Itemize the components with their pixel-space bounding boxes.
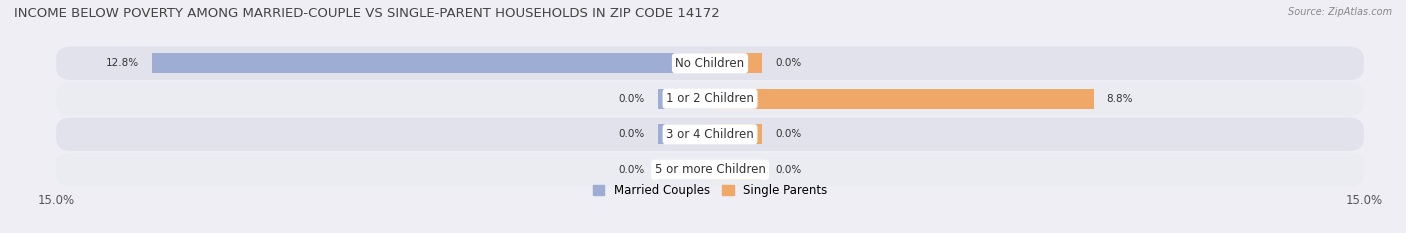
Bar — [710, 54, 762, 73]
Bar — [152, 54, 710, 73]
FancyBboxPatch shape — [56, 47, 1364, 80]
Text: INCOME BELOW POVERTY AMONG MARRIED-COUPLE VS SINGLE-PARENT HOUSEHOLDS IN ZIP COD: INCOME BELOW POVERTY AMONG MARRIED-COUPL… — [14, 7, 720, 20]
Text: 8.8%: 8.8% — [1107, 94, 1133, 104]
Text: 0.0%: 0.0% — [619, 165, 644, 175]
Bar — [710, 124, 762, 144]
FancyBboxPatch shape — [56, 82, 1364, 115]
FancyBboxPatch shape — [56, 153, 1364, 186]
Text: No Children: No Children — [675, 57, 745, 70]
Bar — [658, 89, 710, 109]
Text: 0.0%: 0.0% — [619, 129, 644, 139]
Text: 1 or 2 Children: 1 or 2 Children — [666, 92, 754, 105]
FancyBboxPatch shape — [56, 118, 1364, 151]
Bar — [710, 89, 1094, 109]
Text: 0.0%: 0.0% — [776, 165, 801, 175]
Text: 5 or more Children: 5 or more Children — [655, 163, 765, 176]
Text: 3 or 4 Children: 3 or 4 Children — [666, 128, 754, 141]
Text: 0.0%: 0.0% — [776, 58, 801, 68]
Text: 12.8%: 12.8% — [105, 58, 139, 68]
Legend: Married Couples, Single Parents: Married Couples, Single Parents — [593, 184, 827, 197]
Text: 0.0%: 0.0% — [619, 94, 644, 104]
Text: Source: ZipAtlas.com: Source: ZipAtlas.com — [1288, 7, 1392, 17]
Bar — [710, 160, 762, 179]
Bar — [658, 124, 710, 144]
Bar — [658, 160, 710, 179]
Text: 0.0%: 0.0% — [776, 129, 801, 139]
